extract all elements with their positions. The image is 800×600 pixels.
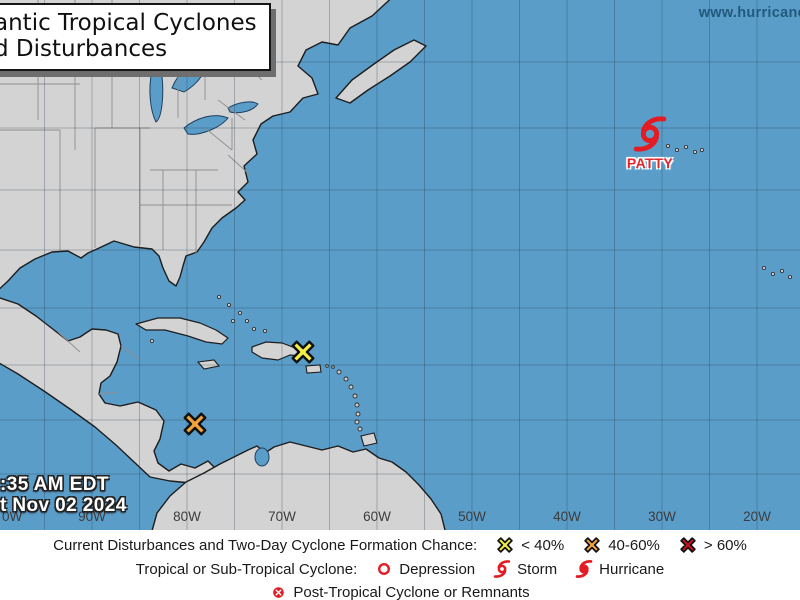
- legend-item-gt60: > 60%: [678, 535, 747, 555]
- legend-line-disturbances: Current Disturbances and Two-Day Cyclone…: [0, 534, 800, 556]
- legend-heading-cyclones: Tropical or Sub-Tropical Cyclone:: [135, 560, 358, 578]
- map-area: 0W 90W 80W 70W 60W 50W 40W 30W 20W: [0, 0, 800, 530]
- south-america-landmass: [151, 441, 446, 530]
- storm-name-label: PATTY: [626, 155, 674, 171]
- atlantic-basin-map: [0, 0, 800, 530]
- longitude-label: 80W: [173, 509, 201, 524]
- legend-label-post-tropical: Post-Tropical Cyclone or Remnants: [293, 583, 530, 600]
- legend-item-depression: Depression: [375, 560, 475, 578]
- azores-islands: [666, 143, 705, 154]
- page-title-line2: d Disturbances: [0, 36, 168, 62]
- longitude-label: 50W: [458, 509, 486, 524]
- disturbance-marker-orange[interactable]: [180, 409, 210, 439]
- site-url: www.hurricane: [698, 5, 800, 21]
- legend-item-lt40: < 40%: [495, 535, 564, 555]
- lake-maracaibo: [254, 447, 270, 467]
- puerto-rico-island: [305, 364, 322, 374]
- legend-line-cyclones: Tropical or Sub-Tropical Cyclone: Depres…: [0, 558, 800, 580]
- timestamp-date: t Nov 02 2024: [0, 495, 127, 516]
- legend-item-40-60: 40-60%: [582, 535, 660, 555]
- longitude-label: 60W: [363, 509, 391, 524]
- central-america-landmass: [0, 297, 217, 484]
- legend-label-lt40: < 40%: [521, 536, 565, 554]
- longitude-label: 20W: [743, 509, 771, 524]
- depression-icon: [375, 560, 393, 578]
- timestamp: :35 AM EDT t Nov 02 2024: [0, 474, 127, 516]
- legend-label-gt60: > 60%: [703, 536, 747, 554]
- disturbance-marker-yellow[interactable]: [288, 337, 318, 367]
- jamaica-island: [196, 359, 221, 370]
- legend-item-hurricane: Hurricane: [575, 559, 664, 579]
- longitude-label: 30W: [648, 509, 676, 524]
- longitude-gridlines: [44, 0, 758, 530]
- title-box: antic Tropical Cyclones d Disturbances: [0, 3, 271, 71]
- longitude-label: 40W: [553, 509, 581, 524]
- storm-marker-patty[interactable]: PATTY: [615, 114, 685, 171]
- longitude-label: 90W: [78, 509, 106, 524]
- yellow-x-shape: [291, 340, 315, 364]
- timestamp-time: :35 AM EDT: [0, 474, 109, 495]
- red-x-icon: [678, 535, 698, 555]
- orange-x-shape: [183, 412, 207, 436]
- trinidad-island: [360, 432, 378, 447]
- bahamas-islands: [149, 294, 267, 343]
- legend-line-post-tropical: Post-Tropical Cyclone or Remnants: [0, 581, 800, 600]
- legend: Current Disturbances and Two-Day Cyclone…: [0, 530, 800, 600]
- nova-scotia-landmass: [335, 39, 427, 104]
- page-title-line1: antic Tropical Cyclones: [0, 10, 257, 36]
- cuba-island: [135, 317, 229, 345]
- legend-label-storm: Storm: [517, 560, 558, 578]
- tropical-storm-icon: [633, 116, 667, 152]
- latitude-gridlines: [0, 61, 800, 475]
- hurricane-icon: [575, 559, 593, 579]
- post-tropical-icon: [270, 584, 287, 600]
- lesser-antilles-islands: [325, 364, 363, 432]
- longitude-label: 0W: [2, 509, 23, 524]
- legend-label-depression: Depression: [399, 560, 476, 578]
- storm-icon: [493, 559, 511, 579]
- legend-label-hurricane: Hurricane: [599, 560, 665, 578]
- legend-heading-disturbances: Current Disturbances and Two-Day Cyclone…: [53, 536, 478, 554]
- legend-item-storm: Storm: [493, 559, 557, 579]
- legend-item-post-tropical: Post-Tropical Cyclone or Remnants: [270, 583, 530, 600]
- orange-x-icon: [582, 535, 602, 555]
- longitude-label: 70W: [268, 509, 296, 524]
- north-america-landmass: [0, 0, 391, 290]
- yellow-x-icon: [495, 535, 515, 555]
- canary-islands: [762, 265, 793, 279]
- legend-label-40-60: 40-60%: [608, 536, 660, 554]
